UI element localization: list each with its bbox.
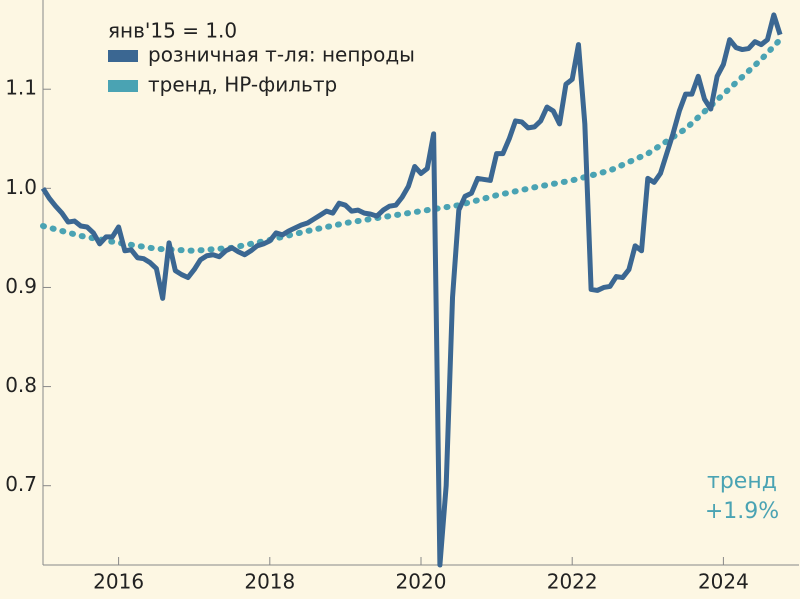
legend-label: тренд, HP-фильтр [148, 73, 337, 97]
x-tick-label: 2022 [547, 570, 598, 594]
x-tick-label: 2018 [244, 570, 295, 594]
y-tick-label: 0.8 [5, 373, 37, 397]
x-tick-label: 2024 [698, 570, 749, 594]
x-tick-label: 2016 [93, 570, 144, 594]
legend-swatch [108, 50, 138, 62]
legend-label: розничная т-ля: непроды [148, 43, 415, 67]
annotation: тренд [707, 469, 777, 494]
y-tick-label: 0.9 [5, 274, 37, 298]
subtitle: янв'15 = 1.0 [108, 19, 237, 43]
y-tick-label: 1.0 [5, 175, 37, 199]
annotation: +1.9% [705, 499, 779, 524]
legend-swatch [108, 80, 138, 92]
y-tick-label: 0.7 [5, 472, 37, 496]
y-tick-label: 1.1 [5, 76, 37, 100]
line-series [40, 12, 783, 568]
x-tick-label: 2020 [396, 570, 447, 594]
